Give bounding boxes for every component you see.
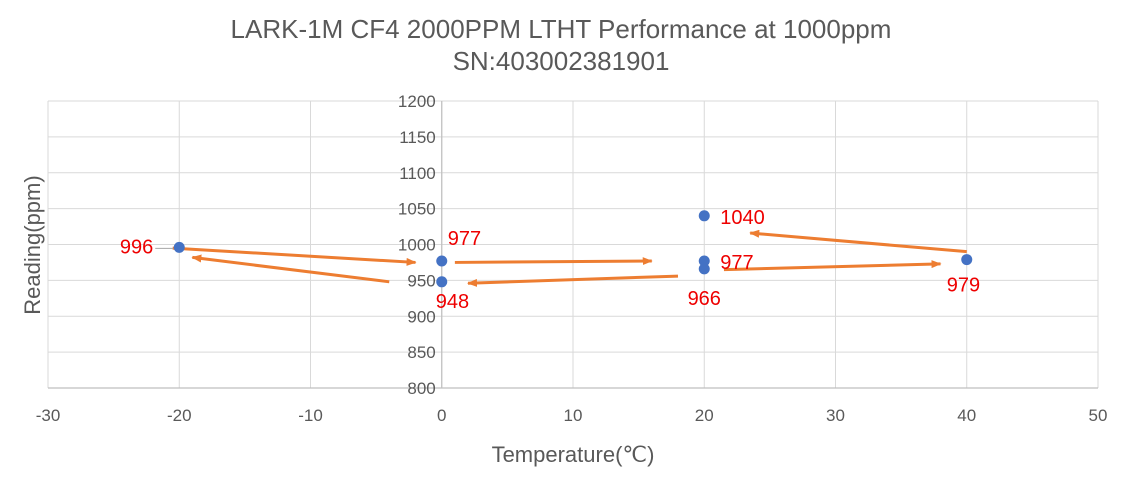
data-label: 1040 [720, 207, 765, 229]
gridlines [47, 100, 1099, 389]
data-label: 948 [436, 291, 469, 313]
arrow-annotation [723, 260, 942, 272]
data-labels: 996 977 948 977 966 1040 979 [120, 207, 980, 313]
x-tick-label: 20 [695, 406, 714, 425]
data-point [173, 241, 185, 253]
y-tick-label: 950 [407, 271, 435, 290]
data-label: 996 [120, 236, 153, 258]
arrow-annotation [749, 229, 967, 254]
data-point [436, 255, 448, 267]
x-axis-title: Temperature(℃) [492, 442, 655, 467]
y-tick-label: 850 [407, 343, 435, 362]
y-tick-label: 1100 [399, 164, 436, 183]
y-tick-label: 900 [407, 307, 435, 326]
data-points [173, 210, 973, 288]
chart-title: LARK-1M CF4 2000PPM LTHT Performance at … [231, 14, 892, 44]
x-tick-label: 0 [437, 406, 446, 425]
chart-subtitle: SN:403002381901 [453, 46, 670, 76]
y-tick-label: 1050 [398, 200, 436, 219]
x-tick-label: 40 [957, 406, 976, 425]
y-tick-label: 800 [407, 379, 435, 398]
arrow-annotation [172, 246, 417, 266]
x-tick-label: 50 [1089, 406, 1108, 425]
data-point [698, 210, 710, 222]
x-tick-label: -10 [298, 406, 323, 425]
data-point [698, 263, 710, 275]
y-axis-title: Reading(ppm) [20, 175, 45, 314]
arrow-annotation [467, 274, 679, 287]
data-point [436, 276, 448, 288]
x-tick-label: -30 [36, 406, 61, 425]
arrow-annotation [191, 254, 390, 284]
data-label: 979 [947, 275, 980, 297]
x-tick-label: 30 [826, 406, 845, 425]
data-label: 977 [720, 252, 753, 274]
arrow-annotations [172, 229, 967, 287]
data-point [698, 255, 710, 267]
y-tick-label: 1200 [398, 92, 436, 111]
x-tick-label: -20 [167, 406, 192, 425]
data-label: 977 [448, 228, 481, 250]
data-point [961, 254, 973, 266]
y-tick-label: 1150 [399, 128, 436, 147]
arrow-annotation [454, 257, 653, 266]
data-label: 966 [688, 288, 721, 310]
x-tick-label: 10 [564, 406, 583, 425]
y-tick-label: 1000 [398, 236, 436, 255]
